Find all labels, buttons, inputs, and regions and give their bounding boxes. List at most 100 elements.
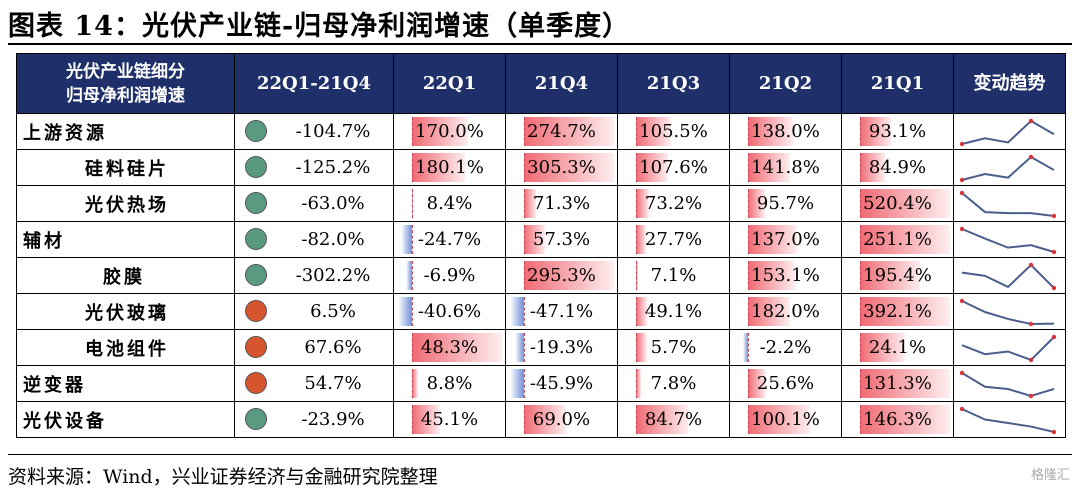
positive-bar bbox=[524, 189, 537, 218]
negative-bar bbox=[510, 369, 524, 398]
value-cell: -47.1% bbox=[505, 293, 618, 330]
sparkline-high-marker bbox=[1028, 118, 1034, 124]
sparkline-low-marker bbox=[959, 141, 965, 147]
zero-line bbox=[412, 117, 413, 146]
sparkline-path bbox=[961, 300, 1055, 326]
positive-bar bbox=[412, 153, 466, 182]
row-name: 硅料硅片 bbox=[16, 149, 235, 186]
growth-table: 光伏产业链细分 归母净利润增速 22Q1-21Q4 22Q1 21Q4 21Q3… bbox=[16, 53, 1066, 438]
value-text: 49.1% bbox=[644, 301, 703, 322]
table-row: 上游资源 -104.7% 170.0% 274.7% 105.5% 138.0% 93.1% bbox=[16, 113, 1066, 150]
change-cell: -125.2% bbox=[234, 149, 394, 186]
value-text: 48.3% bbox=[420, 337, 479, 358]
sparkline-high-marker bbox=[959, 190, 965, 196]
value-cell: -45.9% bbox=[505, 365, 618, 402]
value-text: 71.3% bbox=[532, 193, 591, 214]
trend-sparkline bbox=[959, 406, 1057, 435]
header-segment-line1: 光伏产业链细分 bbox=[66, 61, 185, 82]
positive-bar bbox=[748, 153, 790, 182]
value-text: 5.7% bbox=[650, 337, 697, 358]
negative-bar bbox=[398, 297, 412, 326]
value-cell: 5.7% bbox=[617, 329, 730, 366]
green-status-dot-icon bbox=[245, 264, 267, 286]
value-text: 93.1% bbox=[868, 121, 927, 142]
positive-bar bbox=[636, 153, 668, 182]
table-body: 上游资源 -104.7% 170.0% 274.7% 105.5% 138.0% 93.1%… bbox=[16, 113, 1066, 438]
zero-line bbox=[860, 405, 861, 434]
negative-bar bbox=[510, 297, 524, 326]
positive-bar bbox=[636, 261, 639, 290]
value-text: 27.7% bbox=[644, 229, 703, 250]
value-cell: 138.0% bbox=[729, 113, 842, 150]
change-value: 6.5% bbox=[310, 301, 356, 322]
zero-line bbox=[412, 297, 413, 326]
sparkline-path bbox=[961, 228, 1055, 253]
positive-bar bbox=[748, 117, 794, 146]
value-cell: 27.7% bbox=[617, 221, 730, 258]
trend-cell bbox=[953, 221, 1066, 258]
change-value: -63.0% bbox=[301, 193, 365, 214]
value-text: 8.8% bbox=[426, 373, 473, 394]
change-value: 54.7% bbox=[304, 373, 362, 394]
positive-bar bbox=[412, 117, 468, 146]
zero-line bbox=[524, 405, 525, 434]
positive-bar bbox=[412, 333, 502, 362]
zero-line bbox=[860, 333, 861, 362]
value-text: 180.1% bbox=[415, 157, 484, 178]
value-text: 107.6% bbox=[639, 157, 708, 178]
zero-line bbox=[860, 369, 861, 398]
value-cell: 195.4% bbox=[841, 257, 954, 294]
value-cell: -19.3% bbox=[505, 329, 618, 366]
value-text: 73.2% bbox=[644, 193, 703, 214]
red-status-dot-icon bbox=[245, 336, 267, 358]
value-text: 84.7% bbox=[644, 409, 703, 430]
positive-bar bbox=[524, 225, 545, 254]
value-text: -24.7% bbox=[417, 229, 482, 250]
sparkline-path bbox=[961, 119, 1055, 145]
header-trend: 变动趋势 bbox=[953, 53, 1066, 114]
positive-bar bbox=[412, 405, 440, 434]
header-21q4: 21Q4 bbox=[505, 53, 618, 114]
zero-line bbox=[860, 225, 861, 254]
header-segment-line2: 归母净利润增速 bbox=[66, 85, 185, 106]
sparkline-high-marker bbox=[1028, 154, 1034, 160]
change-cell: 54.7% bbox=[234, 365, 394, 402]
value-text: 131.3% bbox=[863, 373, 932, 394]
header-21q1: 21Q1 bbox=[841, 53, 954, 114]
zero-line bbox=[524, 189, 525, 218]
trend-sparkline bbox=[959, 190, 1057, 219]
trend-cell bbox=[953, 365, 1066, 402]
sparkline-path bbox=[961, 155, 1055, 181]
value-text: 45.1% bbox=[420, 409, 479, 430]
green-status-dot-icon bbox=[245, 192, 267, 214]
trend-cell bbox=[953, 257, 1066, 294]
table-row: 光伏设备 -23.9% 45.1% 69.0% 84.7% 100.1% 146.3% bbox=[16, 401, 1066, 438]
value-cell: 182.0% bbox=[729, 293, 842, 330]
trend-sparkline bbox=[959, 154, 1055, 183]
positive-bar bbox=[636, 117, 671, 146]
change-value: 67.6% bbox=[304, 337, 362, 358]
zero-line bbox=[524, 261, 525, 290]
positive-bar bbox=[636, 297, 648, 326]
value-cell: 131.3% bbox=[841, 365, 954, 402]
source-divider bbox=[8, 454, 1072, 455]
sparkline-low-marker bbox=[1051, 285, 1057, 291]
negative-bar bbox=[514, 333, 524, 362]
zero-line bbox=[860, 297, 861, 326]
change-value: -23.9% bbox=[301, 409, 365, 430]
row-name: 光伏玻璃 bbox=[16, 293, 235, 330]
value-text: 138.0% bbox=[751, 121, 820, 142]
sparkline-path bbox=[961, 192, 1055, 217]
sparkline-path bbox=[961, 408, 1055, 433]
value-text: 520.4% bbox=[863, 193, 932, 214]
value-cell: 24.1% bbox=[841, 329, 954, 366]
value-cell: 170.0% bbox=[393, 113, 506, 150]
zero-line bbox=[860, 189, 861, 218]
value-cell: 7.1% bbox=[617, 257, 730, 294]
positive-bar bbox=[524, 117, 614, 146]
zero-line bbox=[636, 189, 637, 218]
change-cell: -63.0% bbox=[234, 185, 394, 222]
trend-sparkline bbox=[961, 262, 1057, 291]
value-cell: 45.1% bbox=[393, 401, 506, 438]
value-text: 305.3% bbox=[527, 157, 596, 178]
